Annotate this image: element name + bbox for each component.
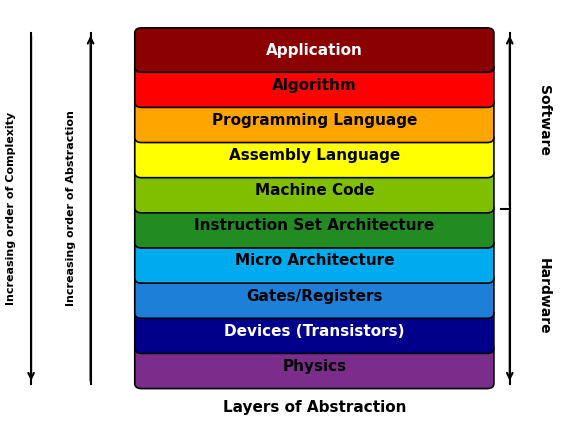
FancyBboxPatch shape bbox=[135, 28, 494, 72]
Text: Micro Architecture: Micro Architecture bbox=[235, 254, 394, 268]
Text: Layers of Abstraction: Layers of Abstraction bbox=[223, 400, 406, 415]
FancyBboxPatch shape bbox=[135, 168, 494, 213]
Text: Instruction Set Architecture: Instruction Set Architecture bbox=[194, 218, 435, 233]
Text: Assembly Language: Assembly Language bbox=[229, 148, 400, 163]
Text: Increasing order of Abstraction: Increasing order of Abstraction bbox=[66, 110, 76, 306]
FancyBboxPatch shape bbox=[135, 98, 494, 142]
FancyBboxPatch shape bbox=[135, 63, 494, 107]
Text: Software: Software bbox=[537, 85, 551, 156]
Text: Programming Language: Programming Language bbox=[212, 113, 417, 128]
FancyBboxPatch shape bbox=[135, 309, 494, 354]
Text: Application: Application bbox=[266, 42, 363, 58]
Text: Gates/Registers: Gates/Registers bbox=[246, 289, 383, 304]
Text: Physics: Physics bbox=[282, 359, 347, 374]
FancyBboxPatch shape bbox=[135, 239, 494, 283]
Text: Hardware: Hardware bbox=[537, 258, 551, 335]
Text: Algorithm: Algorithm bbox=[272, 78, 357, 93]
FancyBboxPatch shape bbox=[135, 344, 494, 388]
Text: Machine Code: Machine Code bbox=[255, 183, 374, 198]
Text: Increasing order of Complexity: Increasing order of Complexity bbox=[6, 112, 16, 305]
Text: Devices (Transistors): Devices (Transistors) bbox=[224, 324, 404, 339]
FancyBboxPatch shape bbox=[135, 133, 494, 178]
FancyBboxPatch shape bbox=[135, 274, 494, 318]
FancyBboxPatch shape bbox=[135, 204, 494, 248]
